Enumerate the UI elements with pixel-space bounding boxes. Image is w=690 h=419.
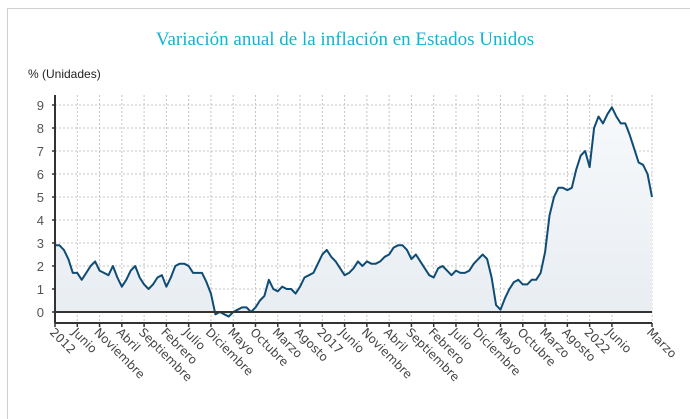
y-tick-label: 5 [37,190,44,205]
y-tick-label: 1 [37,282,44,297]
chart-frame [7,8,690,419]
x-tick-label: Marzo [644,325,680,361]
y-tick-labels: 0 1 2 3 4 5 6 7 8 9 [37,98,55,320]
y-tick-label: 6 [37,167,44,182]
chart-plot: 0 1 2 3 4 5 6 7 8 9 2012JunioNoviembreAbrilSeptie… [37,95,680,384]
series-area [55,107,652,317]
chart-title: Variación anual de la inflación en Estad… [155,29,535,50]
series-line [55,106,653,318]
y-axis-label: % (Unidades) [28,67,101,81]
y-tick-label: 0 [37,305,44,320]
y-tick-label: 8 [37,121,44,136]
y-tick-label: 2 [37,259,44,274]
y-tick-label: 3 [37,236,44,251]
axes [54,95,652,324]
y-tick-label: 4 [37,213,44,228]
y-tick-label: 9 [37,98,44,113]
x-tick-labels: 2012JunioNoviembreAbrilSeptiembreFebrero… [47,323,680,384]
y-tick-label: 7 [37,144,44,159]
